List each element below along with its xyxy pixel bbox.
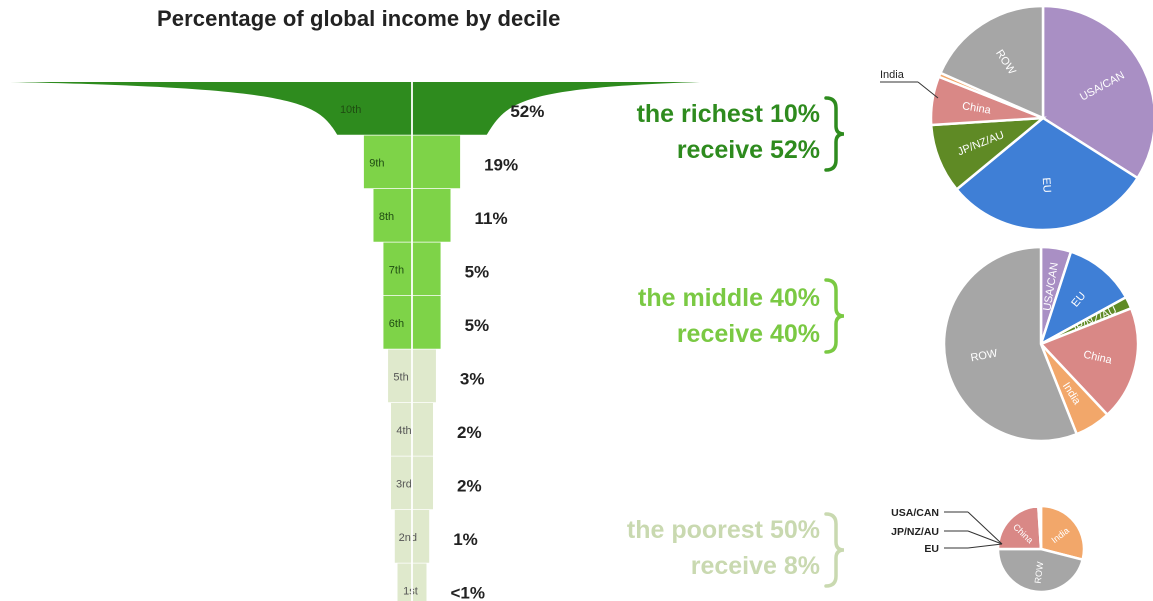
brace-middle <box>824 278 845 354</box>
pie-poorest-label-ROW: ROW <box>1033 561 1046 585</box>
pie-poorest-slice-India <box>1039 504 1086 562</box>
decile-value-9th: 19% <box>484 155 518 174</box>
pie-poorest-slice-ROW <box>996 547 1085 594</box>
decile-label-8th: 8th <box>379 211 394 223</box>
group-label-richest-line1: the richest 10% <box>636 100 820 128</box>
pie-middle-slice-ROW <box>942 245 1079 443</box>
decile-label-2nd: 2nd <box>399 532 417 544</box>
decile-value-1st: <1% <box>451 583 486 601</box>
pie-poorest-slice-China <box>996 504 1043 551</box>
pie-middle-label-ROW: ROW <box>970 347 999 364</box>
decile-value-2nd: 1% <box>453 530 478 549</box>
decile-value-5th: 3% <box>460 369 485 388</box>
decile-value-4th: 2% <box>457 423 482 442</box>
group-label-poorest: the poorest 50% receive 8% <box>627 512 820 584</box>
decile-label-3rd: 3rd <box>396 478 412 490</box>
decile-value-3rd: 2% <box>457 476 482 495</box>
brace-poorest <box>824 512 845 588</box>
pie-middle-slice-EU <box>1038 250 1128 347</box>
callout-poorest-JP-NZ-AU: JP/NZ/AU <box>891 526 939 538</box>
decile-label-4th: 4th <box>396 425 411 437</box>
decile-label-7th: 7th <box>389 264 404 276</box>
group-label-richest-line2: receive 52% <box>676 136 820 164</box>
pie-richest-label-EU: EU <box>1040 177 1053 193</box>
pie-richest-slice-ROW <box>938 4 1045 120</box>
callout-line <box>917 81 939 99</box>
decile-value-8th: 11% <box>475 209 508 228</box>
decile-value-10th: 52% <box>510 102 544 121</box>
chart-title: Percentage of global income by decile <box>157 6 561 31</box>
pie-poorest-slice-EU <box>1038 504 1043 550</box>
decile-label-5th: 5th <box>393 371 408 383</box>
callout-poorest-EU: EU <box>924 543 939 555</box>
callout-line <box>967 511 1003 545</box>
group-label-middle-line2: receive 40% <box>676 320 820 348</box>
brace-richest <box>824 96 845 172</box>
decile-bar-10th <box>10 82 700 136</box>
pie-richest-slice-EU <box>954 116 1140 232</box>
decile-label-9th: 9th <box>369 157 384 169</box>
group-label-richest: the richest 10% receive 52% <box>637 96 820 168</box>
decile-value-6th: 5% <box>465 316 490 335</box>
decile-label-10th: 10th <box>340 104 361 116</box>
decile-label-6th: 6th <box>389 318 404 330</box>
decile-label-1st: 1st <box>403 585 418 597</box>
callout-line <box>967 530 1003 545</box>
pie-richest-label-China: China <box>961 100 992 116</box>
callout-line <box>967 543 1003 549</box>
decile-value-7th: 5% <box>465 262 490 281</box>
group-label-middle-line1: the middle 40% <box>638 284 820 312</box>
group-label-middle: the middle 40% receive 40% <box>638 280 820 352</box>
pie-middle-slice-China <box>1038 306 1140 417</box>
callout-richest-India: India <box>880 69 905 81</box>
callout-poorest-USA-CAN: USA/CAN <box>891 507 939 519</box>
group-label-poorest-line1: the poorest 50% <box>626 516 820 544</box>
group-label-poorest-line2: receive 8% <box>690 552 820 580</box>
